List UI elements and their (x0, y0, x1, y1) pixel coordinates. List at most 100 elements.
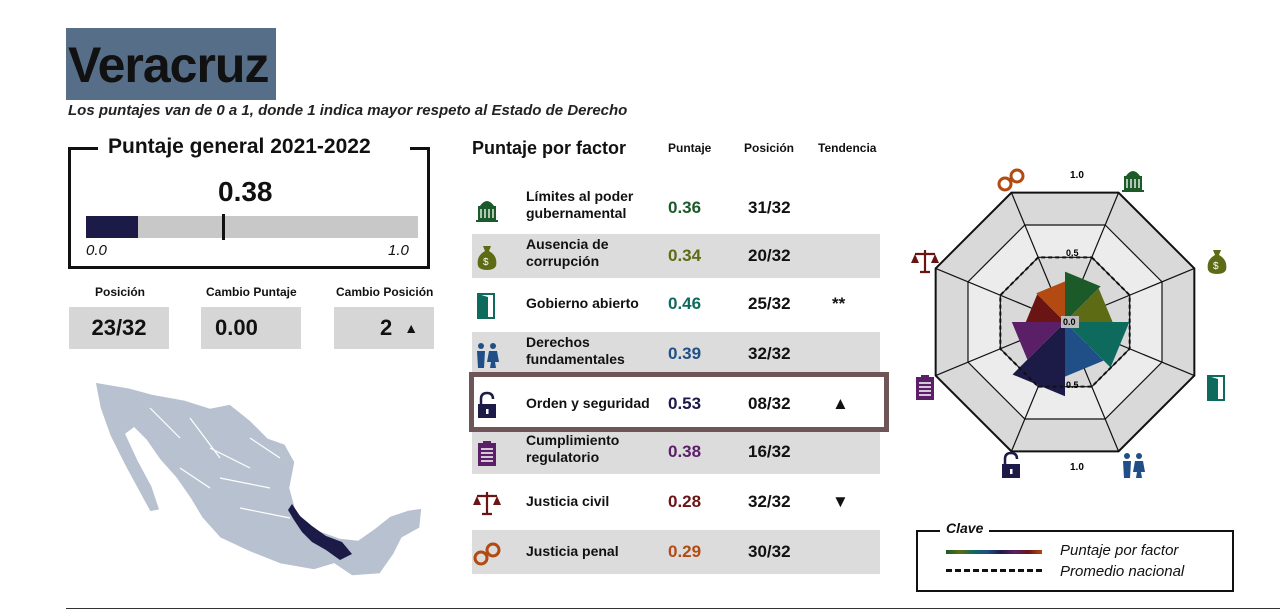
factor-row: Justicia civil 0.28 32/32 ▼ (472, 480, 880, 524)
overall-score-value: 0.38 (218, 176, 273, 207)
clipboard-icon (472, 438, 502, 468)
bottom-rule (66, 608, 1280, 609)
factor-name: Orden y seguridad (526, 395, 650, 412)
factor-trend: ▼ (832, 492, 849, 511)
col-puntaje: Puntaje (668, 141, 712, 155)
factor-position: 32/32 (748, 344, 791, 363)
page-subtitle: Los puntajes van de 0 a 1, donde 1 indic… (68, 102, 628, 119)
factor-name: Justicia penal (526, 543, 619, 560)
radar-label-mid-bottom: 0.5 (1066, 380, 1079, 390)
factor-row: Límites al poder gubernamental 0.36 31/32 (472, 186, 880, 230)
factor-score: 0.46 (668, 294, 702, 313)
factor-row: $ Ausencia de corrupción 0.34 20/32 (472, 234, 880, 278)
factor-table-title: Puntaje por factor (472, 138, 627, 158)
factor-score: 0.34 (668, 246, 702, 265)
factor-row: Cumplimiento regulatorio 0.38 16/32 (472, 430, 880, 474)
factor-name-line1: Ausencia de (526, 236, 609, 252)
open-door-icon (472, 290, 502, 320)
cambio-posicion-label: Cambio Posición (336, 285, 434, 299)
radar-label-center: 0.0 (1063, 317, 1076, 327)
factor-position: 25/32 (748, 294, 791, 313)
handcuffs-icon (472, 538, 502, 568)
scales-icon (472, 488, 502, 518)
factor-name-line1: Derechos (526, 334, 590, 350)
factor-score: 0.28 (668, 492, 702, 511)
radar-label-mid: 0.5 (1066, 248, 1079, 258)
radar-national-average (999, 256, 1131, 388)
radar-factor-wedge (1025, 294, 1065, 322)
veracruz-state (288, 504, 352, 560)
overall-score-bar (86, 216, 418, 238)
factor-score: 0.29 (668, 542, 702, 561)
factor-name-line1: Justicia penal (526, 543, 619, 559)
padlock-icon (472, 390, 502, 420)
svg-text:$: $ (1213, 261, 1219, 272)
page-title: Veracruz (68, 37, 269, 93)
radar-factor-wedge (1036, 281, 1065, 322)
radar-factor-wedge (1065, 288, 1113, 322)
factor-name-line2: gubernamental (526, 205, 627, 221)
panel-border-top-left (68, 147, 98, 150)
col-tendencia: Tendencia (818, 141, 877, 155)
factor-name: Límites al poder gubernamental (526, 188, 633, 222)
title-highlight (66, 28, 276, 100)
factor-row: Justicia penal 0.29 30/32 (472, 530, 880, 574)
col-posicion: Posición (744, 141, 795, 155)
cambio-puntaje-label: Cambio Puntaje (206, 285, 297, 299)
factor-trend: ** (832, 294, 846, 313)
factor-position: 30/32 (748, 542, 791, 561)
factor-position: 16/32 (748, 442, 791, 461)
cambio-posicion-box: 2 ▲ (334, 307, 434, 349)
factor-position: 32/32 (748, 492, 791, 511)
key-box (916, 530, 1234, 592)
factor-position: 20/32 (748, 246, 791, 265)
factor-position: 08/32 (748, 394, 791, 413)
radar-factor-wedge (1011, 322, 1065, 360)
radar-factor-wedge (1012, 322, 1065, 397)
factor-name-line2: fundamentales (526, 351, 625, 367)
government-building-icon (472, 194, 502, 224)
factor-name-line2: regulatorio (526, 449, 600, 465)
trend-up-icon: ▲ (404, 320, 419, 336)
factor-row: Orden y seguridad 0.53 08/32 ▲ (472, 382, 880, 426)
radar-label-top: 1.0 (1070, 170, 1084, 181)
factor-position: 31/32 (748, 198, 791, 217)
key-factor-label: Puntaje por factor (1060, 542, 1179, 559)
factor-name: Cumplimiento regulatorio (526, 432, 619, 466)
factor-row: Derechos fundamentales 0.39 32/32 (472, 332, 880, 376)
factor-name-line1: Orden y seguridad (526, 395, 650, 411)
radar-people-icon (1123, 453, 1145, 478)
factor-name: Gobierno abierto (526, 295, 639, 312)
factor-name: Ausencia de corrupción (526, 236, 608, 270)
svg-text:$: $ (483, 257, 489, 268)
factor-score: 0.53 (668, 394, 702, 413)
overall-score-panel (68, 147, 430, 269)
radar-factor-wedge (1065, 271, 1101, 322)
overall-score-title: Puntaje general 2021-2022 (108, 135, 371, 158)
cambio-posicion-value: 2 (380, 315, 393, 340)
key-average-label: Promedio nacional (1060, 563, 1185, 580)
radar-money-bag-icon: $ (1207, 250, 1227, 274)
key-title: Clave (940, 520, 990, 536)
radar-chart: 1.0 0.5 0.0 0.5 1.0 $ (911, 168, 1227, 478)
factor-name: Derechos fundamentales (526, 334, 625, 368)
factor-name-line1: Cumplimiento (526, 432, 620, 448)
money-bag-icon: $ (472, 242, 502, 272)
posicion-label: Posición (95, 285, 146, 299)
radar-factor-wedge (1065, 322, 1104, 377)
bar-min-label: 0.0 (86, 242, 107, 259)
bar-max-label: 1.0 (388, 242, 409, 259)
cambio-puntaje-value: 0.00 (201, 307, 301, 349)
factor-name-line1: Justicia civil (526, 493, 610, 509)
factor-trend: ▲ (832, 394, 849, 413)
radar-open-door-icon (1207, 375, 1225, 401)
factor-name: Justicia civil (526, 493, 609, 510)
panel-border-top-right (410, 147, 430, 150)
radar-padlock-icon (1002, 451, 1020, 478)
overall-score-bar-fill (86, 216, 138, 238)
factor-name-line2: corrupción (526, 253, 600, 269)
radar-handcuffs-icon (997, 168, 1025, 192)
factor-score: 0.36 (668, 198, 702, 217)
radar-scales-icon (911, 250, 939, 274)
key-average-line (946, 569, 1042, 572)
